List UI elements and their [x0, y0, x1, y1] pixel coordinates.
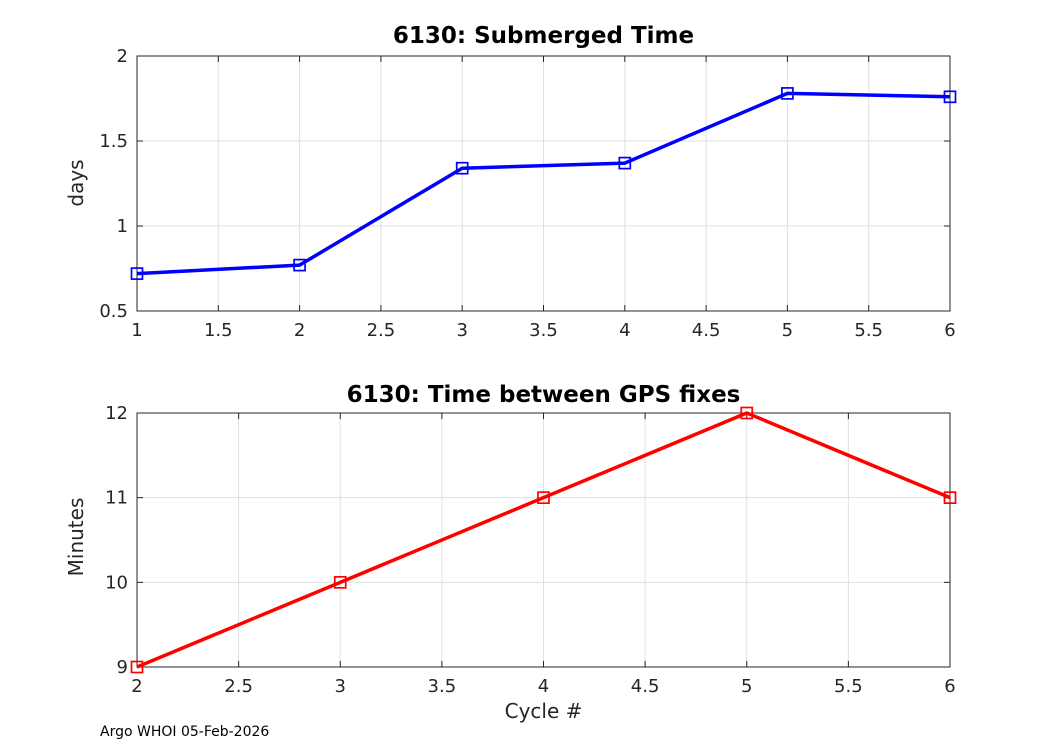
chart2-title: 6130: Time between GPS fixes — [346, 382, 741, 408]
y-tick-label: 1 — [117, 216, 128, 237]
data-marker — [943, 491, 957, 505]
x-tick-label: 1.5 — [204, 320, 233, 341]
x-tick-label: 3 — [456, 320, 467, 341]
x-tick-label: 6 — [944, 320, 955, 341]
chart-2: 2 2.5 3 3.5 4 4.5 5 5.5 6 9 10 11 12 — [105, 403, 957, 697]
x-tick-label: 1 — [131, 320, 142, 341]
x-tick-label: 3.5 — [428, 676, 457, 697]
x-tick-label: 4 — [619, 320, 630, 341]
data-marker — [130, 660, 144, 674]
x-tick-label: 3 — [335, 676, 346, 697]
data-series-line — [136, 91, 951, 276]
figure-footer: Argo WHOI 05-Feb-2026 — [100, 724, 270, 740]
data-marker — [537, 491, 550, 505]
y-tick-label: 2 — [117, 46, 128, 67]
chart2-xlabel: Cycle # — [504, 699, 583, 723]
y-tick-label: 9 — [117, 657, 128, 678]
chart-1: 1 1.5 2 2.5 3 3.5 4 4.5 5 5.5 60.511.52 — [99, 46, 957, 341]
x-tick-label: 2 — [131, 676, 142, 697]
y-tick-label: 1.5 — [99, 131, 128, 152]
x-tick-label: 4 — [538, 676, 549, 697]
y-tick-label: 11 — [105, 488, 128, 509]
x-tick-label: 2.5 — [224, 676, 253, 697]
x-tick-label: 2 — [294, 320, 305, 341]
data-marker — [293, 258, 306, 272]
x-tick-label: 5 — [782, 320, 793, 341]
data-marker — [333, 575, 347, 589]
x-tick-label: 2.5 — [367, 320, 396, 341]
data-marker — [618, 156, 632, 170]
y-tick-label: 12 — [105, 403, 128, 424]
y-tick-label: 10 — [105, 572, 128, 593]
data-marker — [740, 406, 754, 420]
x-tick-label: 3.5 — [529, 320, 558, 341]
data-marker — [455, 161, 469, 175]
x-tick-label: 5.5 — [854, 320, 883, 341]
chart2-ylabel: Minutes — [64, 497, 88, 577]
x-tick-label: 4.5 — [631, 676, 660, 697]
x-tick-label: 5.5 — [834, 676, 863, 697]
data-marker — [943, 90, 957, 104]
chart1-ylabel: days — [64, 159, 88, 207]
x-tick-label: 6 — [944, 676, 955, 697]
data-marker — [130, 267, 144, 280]
chart1-title: 6130: Submerged Time — [392, 23, 695, 49]
data-marker — [781, 87, 794, 100]
x-tick-label: 5 — [741, 676, 752, 697]
x-tick-label: 4.5 — [692, 320, 721, 341]
data-series-line — [136, 411, 951, 669]
y-tick-label: 0.5 — [99, 301, 128, 322]
